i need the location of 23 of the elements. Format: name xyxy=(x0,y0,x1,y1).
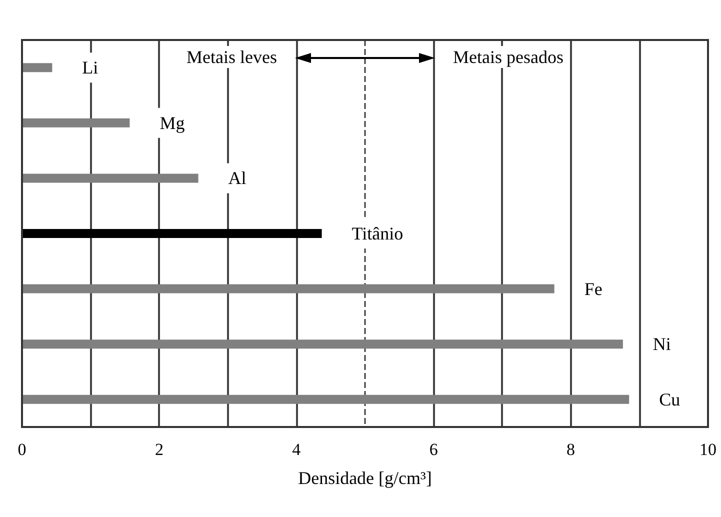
y-tick-label: Li xyxy=(82,58,98,78)
x-tick-label: 4 xyxy=(292,440,302,459)
x-tick-label: 10 xyxy=(700,440,716,459)
annotation: Metais pesados xyxy=(453,47,564,67)
annotation: Metais leves xyxy=(186,47,277,67)
bar xyxy=(22,229,322,238)
y-tick-label: Mg xyxy=(160,112,185,133)
y-tick-label: Ni xyxy=(652,334,671,354)
bar xyxy=(22,63,52,72)
y-tick-label: Fe xyxy=(584,278,602,299)
x-tick-label: 6 xyxy=(429,440,438,459)
bar xyxy=(22,284,554,294)
y-tick-label: Al xyxy=(228,168,246,188)
y-tick-label: Cu xyxy=(659,389,680,410)
x-tick-label: 0 xyxy=(18,440,26,459)
bar xyxy=(22,394,630,404)
x-tick-label: 8 xyxy=(566,440,576,459)
bar xyxy=(22,174,198,183)
x-tick-label: 2 xyxy=(154,440,164,459)
x-axis-title: Densidade [g/cm³] xyxy=(298,468,432,488)
y-tick-label: Titânio xyxy=(352,224,404,244)
bar xyxy=(22,118,130,128)
bar xyxy=(22,340,623,349)
